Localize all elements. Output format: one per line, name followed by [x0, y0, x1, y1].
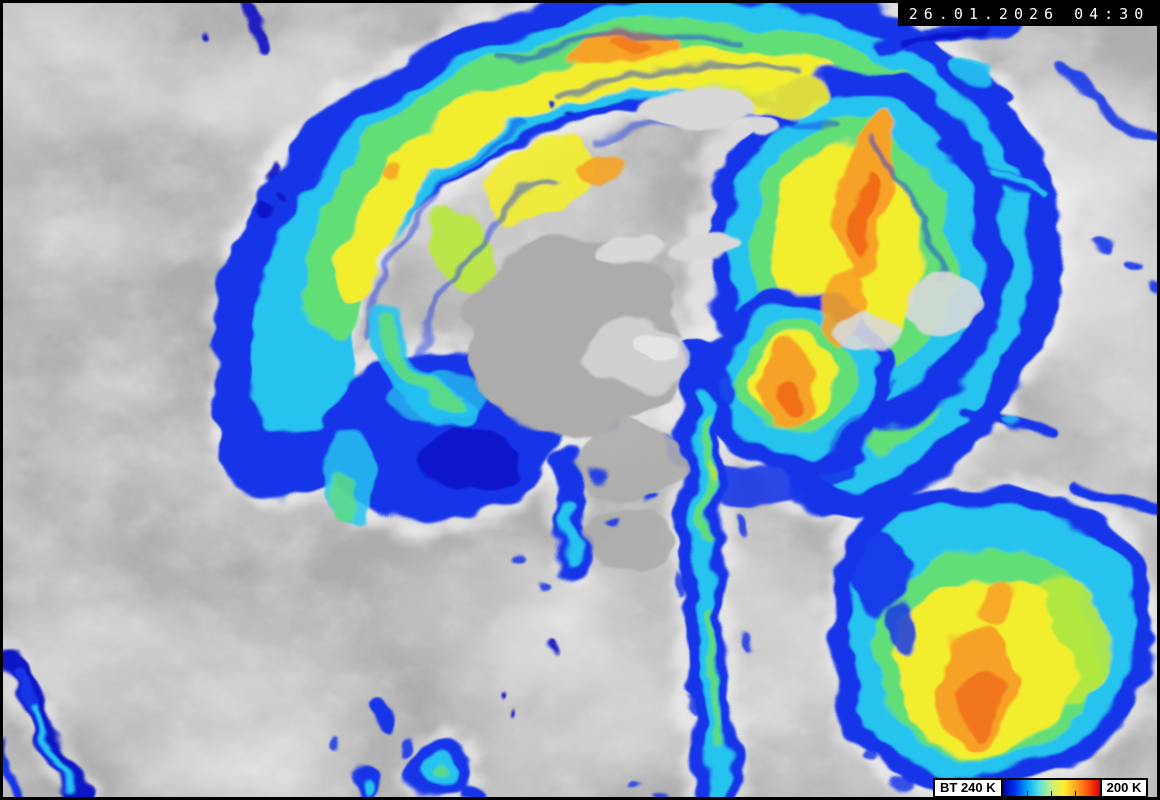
band-striations [368, 29, 940, 474]
bottom-left-streak [0, 649, 89, 800]
short-blue-strip [515, 445, 591, 586]
convective-cluster [831, 484, 1153, 795]
south-fringe-specks [587, 465, 656, 529]
colorbar-tick [1075, 791, 1077, 796]
bottom-center-patches [335, 697, 667, 800]
timestamp-overlay: 26.01.2026 04:30 [898, 3, 1160, 26]
colorbar-right-label: 200 K [1106, 780, 1142, 795]
vertical-rain-band [666, 336, 752, 800]
gray-islands [466, 88, 978, 570]
scattered-specks [200, 0, 571, 715]
top-right-streaks [853, 3, 1160, 515]
colorbar-tick [1051, 791, 1053, 796]
colorbar-gradient [1000, 780, 1102, 796]
colorbar-legend: BT 240 K 200 K [933, 778, 1149, 798]
timestamp-text: 26.01.2026 04:30 [908, 5, 1150, 23]
colorbar-tick [1026, 791, 1028, 796]
colorbar-left-label: BT 240 K [940, 780, 996, 795]
